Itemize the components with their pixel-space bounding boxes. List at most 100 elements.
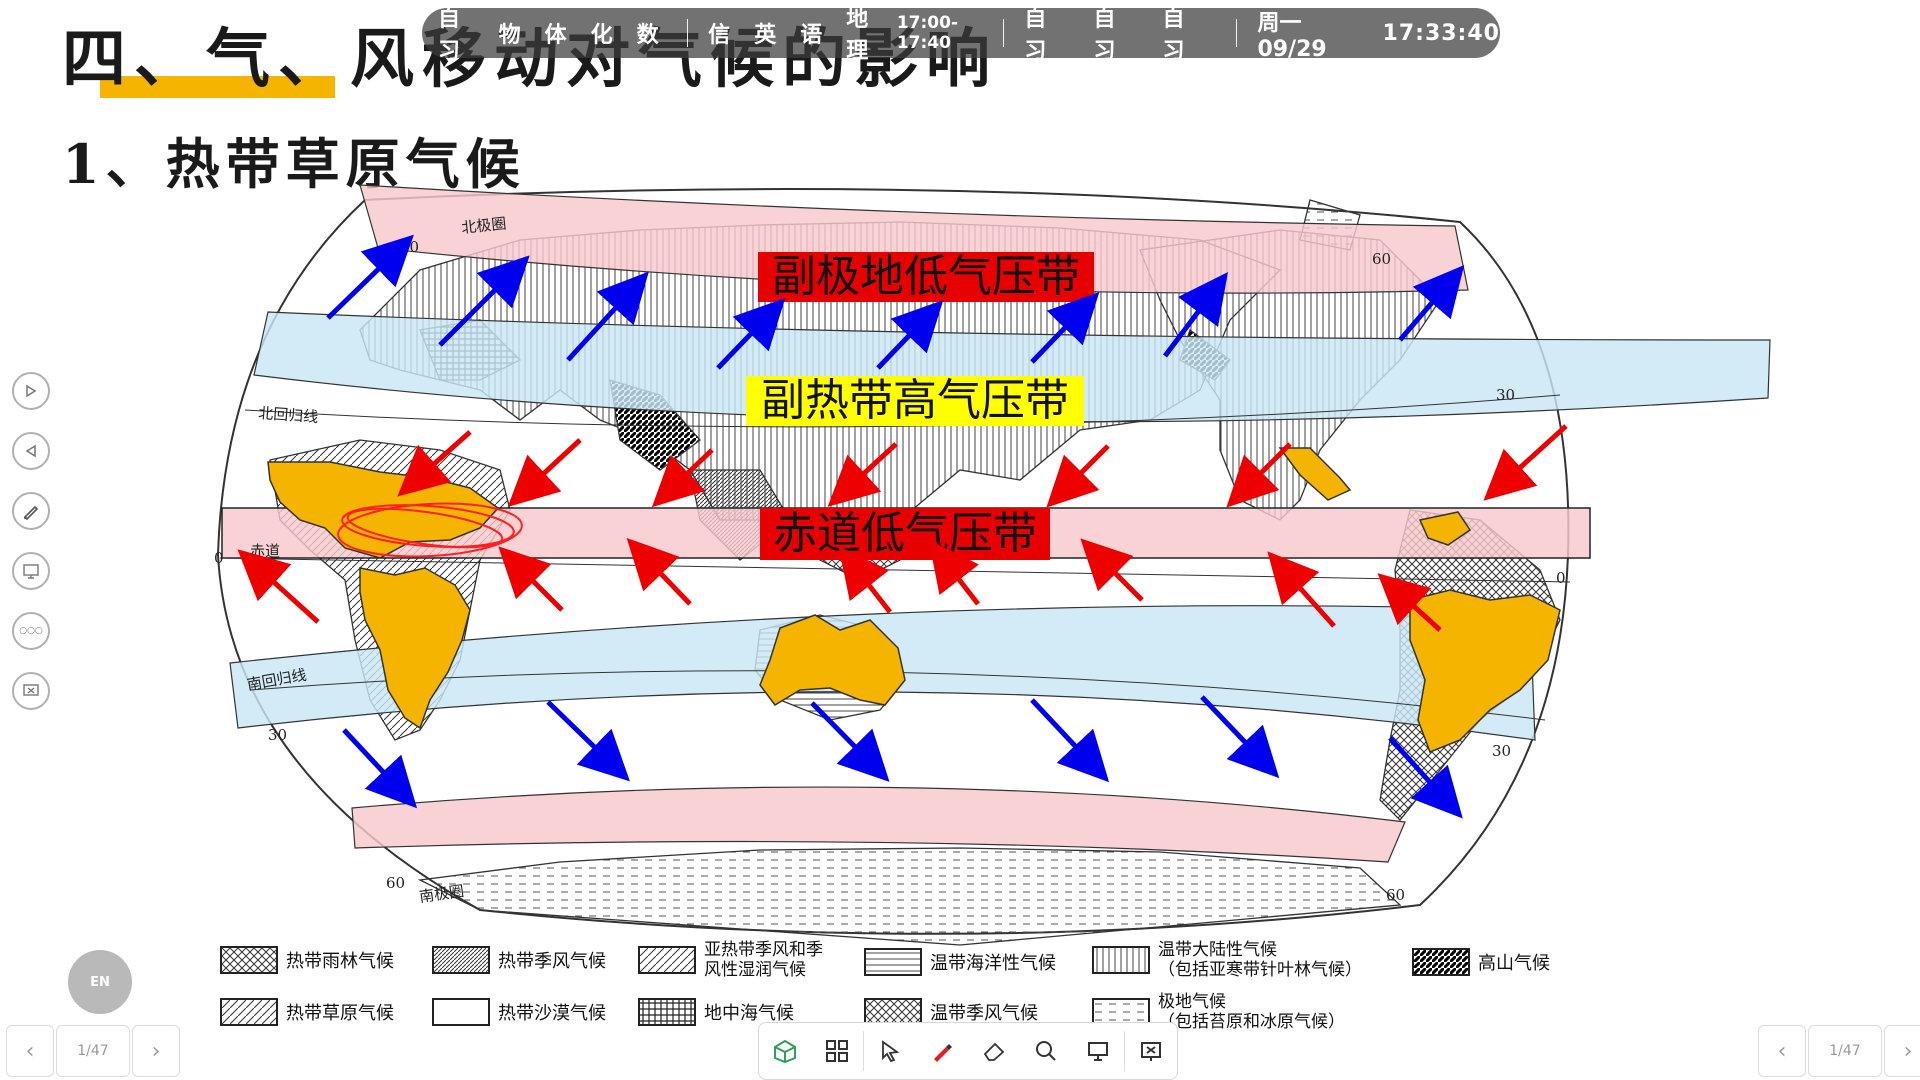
red-scribble-annotation bbox=[337, 502, 523, 558]
arrow-red bbox=[1267, 551, 1336, 628]
arrow-red bbox=[1377, 573, 1442, 632]
next-slide-button[interactable]: › bbox=[132, 1025, 180, 1077]
arrow-red bbox=[1046, 444, 1110, 508]
arrow-red bbox=[397, 430, 472, 497]
lat-30-left: 30 bbox=[268, 726, 287, 744]
legend-item: 热带季风气候 bbox=[432, 946, 606, 974]
label-subtropical-high-bg bbox=[746, 376, 1084, 426]
next-page-button[interactable] bbox=[12, 372, 50, 410]
lat-0-right: 0 bbox=[1556, 569, 1566, 587]
legend-swatch bbox=[220, 998, 278, 1026]
arrow-blue bbox=[566, 271, 649, 362]
trade-wind-arrows bbox=[237, 424, 1568, 632]
legend-item: 极地气候 （包括苔原和冰原气候） bbox=[1092, 992, 1345, 1032]
schedule-classes: 自习 物 体 化 数 信 英 语 地理 17:00-17:40 bbox=[422, 1, 983, 65]
label-equatorial-low: 赤道低气压带 bbox=[773, 508, 1037, 559]
pen-button[interactable] bbox=[12, 492, 50, 530]
chevron-right-icon: › bbox=[151, 1038, 161, 1064]
band-north-subpolar-low bbox=[359, 184, 1469, 294]
legend-item: 热带沙漠气候 bbox=[432, 998, 606, 1026]
next-class-item: 自习 bbox=[1024, 7, 1055, 64]
label-subpolar-low-bg bbox=[758, 252, 1094, 302]
arrow-blue bbox=[876, 299, 944, 370]
slide-subtitle: 1、热带草原气候 bbox=[62, 132, 526, 196]
arrow-red bbox=[498, 546, 564, 612]
schedule-bar: 自习 物 体 化 数 信 英 语 地理 17:00-17:40 自习 自习 自习… bbox=[422, 7, 1500, 64]
arrow-red bbox=[1483, 424, 1568, 501]
lat-60-right: 60 bbox=[1372, 250, 1391, 268]
legend-label: 地中海气候 bbox=[704, 1003, 794, 1024]
arrow-red bbox=[626, 537, 692, 606]
pen-icon bbox=[934, 1044, 952, 1062]
current-class-time: 17:00-17:40 bbox=[896, 13, 959, 53]
legend-swatch bbox=[1092, 946, 1150, 974]
lat-60-south-left: 60 bbox=[386, 874, 405, 892]
current-class: 地理 bbox=[846, 7, 877, 64]
more-button[interactable]: ○○○ bbox=[12, 612, 50, 650]
magnifier-tool-button[interactable] bbox=[1020, 1025, 1072, 1077]
legend-label: 极地气候 （包括苔原和冰原气候） bbox=[1158, 992, 1345, 1032]
legend-label: 热带沙漠气候 bbox=[498, 1003, 606, 1024]
legend-item: 地中海气候 bbox=[638, 998, 794, 1026]
label-subpolar-low: 副极地低气压带 bbox=[772, 251, 1080, 302]
divider bbox=[1002, 19, 1005, 47]
arrow-blue bbox=[716, 297, 786, 370]
input-method-indicator[interactable]: EN bbox=[68, 950, 132, 1014]
exit-tool-button[interactable] bbox=[1125, 1025, 1177, 1077]
eraser-tool-button[interactable] bbox=[968, 1025, 1020, 1077]
pressure-bands bbox=[221, 184, 1771, 863]
savanna-africa-south bbox=[359, 567, 471, 730]
next-slide-button[interactable]: › bbox=[1884, 1025, 1920, 1077]
band-north-subtropical-high bbox=[253, 311, 1771, 423]
next-class-item: 自习 bbox=[1093, 7, 1124, 64]
arrow-blue bbox=[1030, 698, 1110, 783]
label-tropic-cancer: 北回归线 bbox=[258, 404, 319, 426]
exit-icon bbox=[23, 684, 39, 696]
legend-item: 热带雨林气候 bbox=[220, 946, 394, 974]
clock: 17:33:40 bbox=[1382, 20, 1500, 46]
arrow-blue bbox=[546, 700, 630, 782]
box-tool-button[interactable] bbox=[759, 1025, 811, 1077]
legend-item: 高山气候 bbox=[1412, 948, 1550, 976]
class-item: 语 bbox=[800, 23, 831, 48]
screen-icon bbox=[1088, 1042, 1108, 1061]
play-right-icon bbox=[26, 384, 37, 398]
prev-slide-button[interactable]: ‹ bbox=[1758, 1025, 1806, 1077]
legend-swatch bbox=[1412, 948, 1470, 976]
label-subtropical-high: 副热带高气压带 bbox=[761, 375, 1069, 426]
class-item: 数 bbox=[636, 23, 667, 48]
prev-slide-button[interactable]: ‹ bbox=[6, 1025, 54, 1077]
legend-swatch bbox=[638, 998, 696, 1026]
page-indicator: 1/47 bbox=[56, 1025, 130, 1077]
label-antarctic-circle: 南极圈 bbox=[418, 882, 465, 906]
chevron-left-icon: ‹ bbox=[25, 1038, 35, 1064]
exit-button[interactable] bbox=[12, 672, 50, 710]
legend-swatch bbox=[432, 998, 490, 1026]
legend-item: 温带海洋性气候 bbox=[864, 948, 1056, 976]
prev-page-button[interactable] bbox=[12, 432, 50, 470]
next-classes: 自习 自习 自习 bbox=[1024, 1, 1215, 65]
label-equator: 赤道 bbox=[250, 542, 280, 560]
arrow-blue bbox=[326, 234, 414, 320]
pointer-tool-button[interactable] bbox=[864, 1025, 916, 1077]
bottom-toolbar bbox=[758, 1022, 1178, 1080]
grid-tool-button[interactable] bbox=[811, 1025, 863, 1077]
play-left-icon bbox=[25, 444, 36, 458]
band-south-subpolar-low bbox=[351, 786, 1406, 863]
screen-tool-button[interactable] bbox=[1072, 1025, 1124, 1077]
lat-30-south-right: 30 bbox=[1492, 742, 1511, 760]
magnifier-icon bbox=[1036, 1041, 1056, 1061]
page-indicator: 1/47 bbox=[1808, 1025, 1882, 1077]
climate-legend: 热带雨林气候 热带季风气候 亚热带季风和季 风性湿润气候 温带海洋性气候 温带大陆… bbox=[218, 940, 1598, 1036]
arrow-blue bbox=[438, 255, 530, 347]
screen-button[interactable] bbox=[12, 552, 50, 590]
arrow-red bbox=[651, 448, 714, 508]
chevron-right-icon: › bbox=[1903, 1038, 1913, 1064]
legend-label: 亚热带季风和季 风性湿润气候 bbox=[704, 940, 823, 980]
arrow-blue bbox=[342, 728, 418, 809]
exit-icon bbox=[1141, 1042, 1161, 1061]
pen-tool-button[interactable] bbox=[916, 1025, 968, 1077]
arrow-blue bbox=[1030, 291, 1100, 364]
divider bbox=[863, 1031, 864, 1071]
